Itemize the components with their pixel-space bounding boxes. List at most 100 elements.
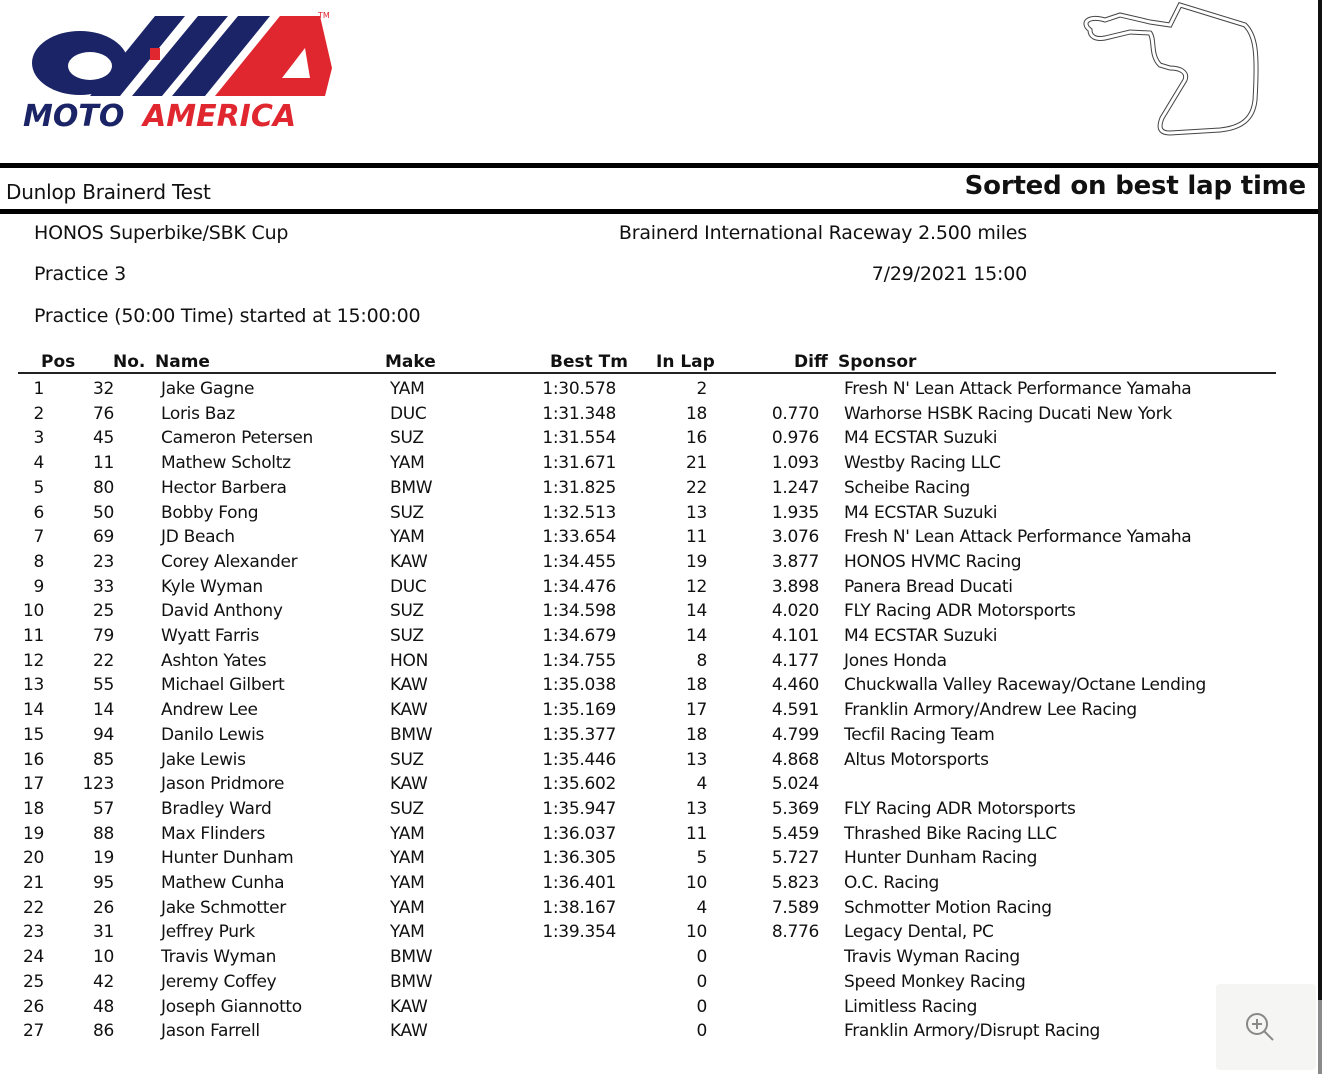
diff-cell: 5.727: [771, 848, 819, 869]
table-row: 20 19 Hunter Dunham YAM 1:36.305 5 5.727 Hunter…: [0, 848, 1300, 872]
page-edge: [1318, 0, 1322, 1000]
best-time-cell: 1:36.401: [542, 873, 616, 893]
best-time-cell: 1:35.377: [542, 724, 616, 745]
best-time-cell: 1:35.947: [542, 798, 616, 819]
best-time-cell: 1:34.679: [542, 626, 616, 646]
sponsor-cell: Tecfil Racing Team: [844, 724, 995, 745]
number-cell: 42: [92, 971, 114, 992]
sponsor-cell: Thrashed Bike Racing LLC: [844, 823, 1057, 844]
sponsor-cell: Schmotter Motion Racing: [844, 897, 1052, 918]
rider-name-cell: Michael Gilbert: [161, 675, 285, 696]
number-cell: 19: [92, 848, 114, 869]
sponsor-cell: FLY Racing ADR Motorsports: [844, 601, 1076, 622]
header-divider-top: [0, 163, 1318, 168]
event-title: Dunlop Brainerd Test: [6, 180, 211, 204]
make-cell: YAM: [390, 873, 425, 893]
rider-name-cell: Max Flinders: [161, 823, 266, 844]
best-time-cell: 1:36.305: [542, 848, 616, 869]
pos-cell: 17: [22, 774, 44, 795]
number-cell: 88: [92, 823, 114, 844]
rider-name-cell: Danilo Lewis: [161, 724, 265, 745]
logo-trademark: TM: [317, 11, 330, 20]
pos-cell: 13: [22, 675, 44, 696]
best-time-cell: 1:35.169: [542, 700, 616, 721]
diff-cell: 4.799: [771, 724, 819, 745]
rider-name-cell: Loris Baz: [161, 403, 235, 424]
rider-name-cell: Mathew Scholtz: [161, 453, 291, 474]
in-lap-cell: 4: [696, 774, 707, 795]
pos-cell: 26: [22, 996, 44, 1017]
in-lap-cell: 10: [685, 873, 707, 893]
pos-cell: 27: [22, 1021, 44, 1042]
best-time-cell: 1:30.578: [542, 379, 616, 399]
rider-name-cell: Jeremy Coffey: [161, 971, 277, 992]
pos-cell: 15: [22, 724, 44, 745]
table-row: 22 26 Jake Schmotter YAM 1:38.167 4 7.589 Schmo…: [0, 898, 1300, 922]
in-lap-cell: 18: [685, 675, 707, 696]
best-time-cell: 1:34.476: [542, 576, 616, 597]
rider-name-cell: Hunter Dunham: [161, 848, 294, 869]
make-cell: KAW: [390, 1021, 428, 1042]
number-cell: 23: [92, 551, 114, 572]
make-cell: SUZ: [390, 601, 424, 622]
diff-cell: 5.024: [771, 774, 819, 795]
table-row: 21 95 Mathew Cunha YAM 1:36.401 10 5.823 O.C. R…: [0, 873, 1300, 897]
rider-name-cell: Corey Alexander: [161, 551, 298, 572]
make-cell: YAM: [390, 823, 425, 844]
make-cell: BMW: [390, 724, 433, 745]
number-cell: 55: [92, 675, 114, 696]
motoamerica-logo: MOTO AMERICA TM: [20, 8, 345, 134]
diff-cell: 8.776: [771, 922, 819, 943]
col-best-tm: Best Tm: [550, 352, 628, 372]
best-time-cell: 1:32.513: [542, 502, 616, 523]
rider-name-cell: Mathew Cunha: [161, 873, 285, 893]
table-row: 16 85 Jake Lewis SUZ 1:35.446 13 4.868 Altus Mo…: [0, 750, 1300, 774]
zoom-button[interactable]: [1216, 984, 1316, 1070]
pos-cell: 6: [33, 502, 44, 523]
in-lap-cell: 16: [685, 428, 707, 449]
rider-name-cell: David Anthony: [161, 601, 283, 622]
session-name: Practice 3: [34, 263, 127, 285]
rider-name-cell: Bradley Ward: [161, 798, 272, 819]
table-row: 3 45 Cameron Petersen SUZ 1:31.554 16 0.976 M4 …: [0, 428, 1300, 452]
venue: Brainerd International Raceway 2.500 mil…: [618, 222, 1027, 244]
rider-name-cell: Jason Farrell: [161, 1021, 260, 1042]
sponsor-cell: Fresh N' Lean Attack Performance Yamaha: [844, 527, 1192, 548]
col-no: No.: [113, 352, 146, 372]
pos-cell: 4: [33, 453, 44, 474]
sponsor-cell: Fresh N' Lean Attack Performance Yamaha: [844, 379, 1192, 399]
session-info: Practice (50:00 Time) started at 15:00:0…: [34, 305, 421, 327]
pos-cell: 23: [22, 922, 44, 943]
best-time-cell: 1:35.038: [542, 675, 616, 696]
sponsor-cell: Speed Monkey Racing: [844, 971, 1026, 992]
sponsor-cell: Chuckwalla Valley Raceway/Octane Lending: [844, 675, 1207, 696]
pos-cell: 14: [22, 700, 44, 721]
best-time-cell: 1:34.755: [542, 650, 616, 671]
col-name: Name: [155, 352, 210, 372]
sponsor-cell: O.C. Racing: [844, 873, 939, 893]
best-time-cell: 1:31.348: [542, 403, 616, 424]
sponsor-cell: Panera Bread Ducati: [844, 576, 1013, 597]
rider-name-cell: Hector Barbera: [161, 477, 287, 498]
table-row: 17 123 Jason Pridmore KAW 1:35.602 4 5.024: [0, 774, 1300, 798]
rider-name-cell: Kyle Wyman: [161, 576, 263, 597]
pos-cell: 8: [33, 551, 44, 572]
in-lap-cell: 14: [685, 601, 707, 622]
rider-name-cell: Jake Gagne: [161, 379, 255, 399]
diff-cell: 1.935: [771, 502, 819, 523]
pos-cell: 5: [33, 477, 44, 498]
pos-cell: 1: [33, 379, 44, 399]
number-cell: 94: [92, 724, 114, 745]
scrollbar[interactable]: [1318, 1000, 1322, 1074]
diff-cell: 4.460: [771, 675, 819, 696]
rider-name-cell: JD Beach: [161, 527, 235, 548]
in-lap-cell: 10: [685, 922, 707, 943]
in-lap-cell: 11: [685, 823, 707, 844]
make-cell: YAM: [390, 379, 425, 399]
table-row: 19 88 Max Flinders YAM 1:36.037 11 5.459 Thrash…: [0, 824, 1300, 848]
sponsor-cell: Limitless Racing: [844, 996, 978, 1017]
in-lap-cell: 18: [685, 724, 707, 745]
number-cell: 31: [92, 922, 114, 943]
pos-cell: 12: [22, 650, 44, 671]
make-cell: SUZ: [390, 626, 424, 646]
